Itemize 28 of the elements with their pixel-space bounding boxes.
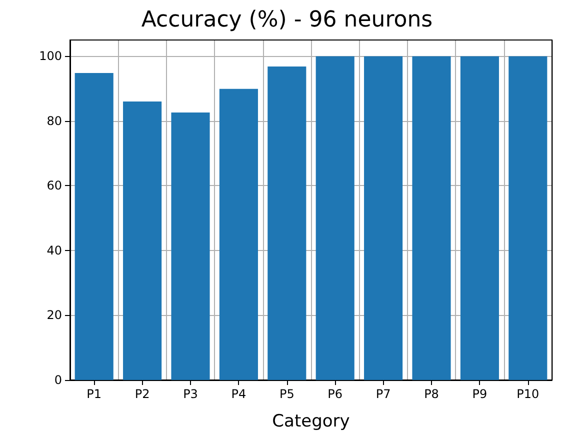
bar: [412, 56, 451, 380]
x-tick-label: P9: [472, 387, 488, 401]
y-tick-label: 0: [54, 373, 62, 387]
x-tick-label: P10: [516, 387, 540, 401]
x-tick-label: P5: [279, 387, 294, 401]
bar: [316, 56, 354, 380]
x-axis-title: Category: [272, 412, 350, 432]
x-tick-label: P8: [424, 387, 439, 401]
y-tick-label: 40: [46, 243, 62, 258]
bar: [171, 112, 210, 380]
y-tick-label: 20: [46, 308, 62, 322]
y-tick-label: 100: [39, 49, 62, 64]
y-tick-label: 80: [46, 114, 62, 128]
bar: [460, 56, 499, 380]
bar: [74, 73, 114, 380]
bar: [123, 102, 162, 380]
bar: [364, 56, 403, 380]
x-tick-label: P6: [328, 387, 343, 401]
x-tick-label: P7: [376, 387, 391, 401]
bar: [219, 88, 258, 380]
x-tick-label: P2: [134, 387, 150, 401]
x-tick-label: P1: [86, 387, 102, 401]
bar: [268, 66, 306, 380]
y-tick-label: 60: [46, 178, 62, 193]
x-tick-label: P3: [183, 387, 198, 401]
bar: [508, 56, 548, 380]
chart-title: Accuracy (%) - 96 neurons: [141, 8, 433, 32]
x-tick-label: P4: [231, 387, 246, 401]
